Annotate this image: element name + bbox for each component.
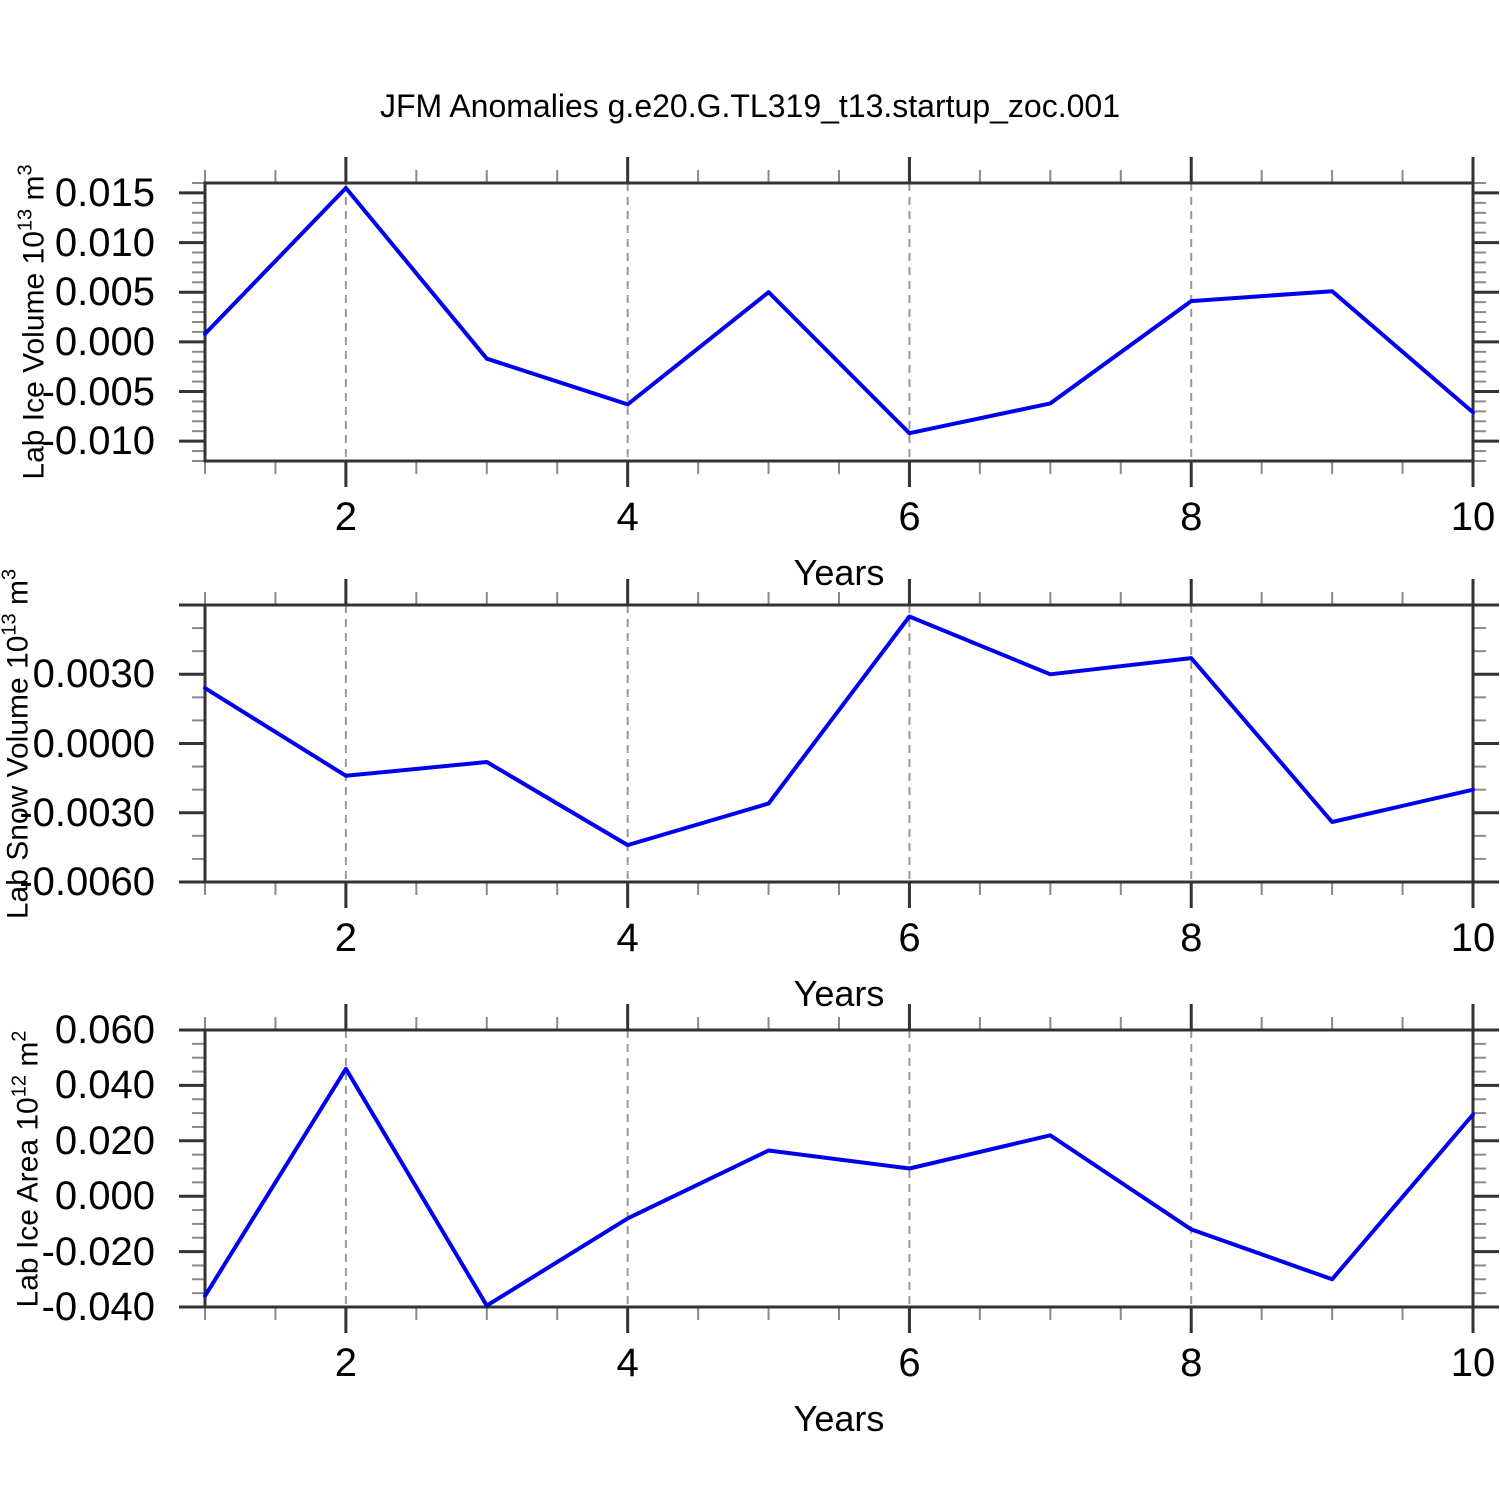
plot-svg — [179, 1004, 1499, 1333]
y-axis-title-text: m — [11, 1041, 45, 1075]
plot-frame — [203, 603, 1475, 884]
y-axis-title-superscript: 13 — [0, 612, 21, 636]
x-tick-label: 2 — [334, 916, 357, 960]
data-line — [203, 186, 1475, 436]
y-tick-label: 0.005 — [54, 270, 155, 315]
y-tick-label: -0.040 — [41, 1285, 155, 1329]
y-axis-title-superscript: 13 — [14, 208, 37, 232]
x-tick-label: 4 — [616, 495, 639, 539]
y-axis-title-superscript: 3 — [14, 164, 37, 176]
x-tick-label: 10 — [1450, 916, 1496, 960]
x-tick-label: 8 — [1180, 916, 1203, 960]
plot-svg — [179, 579, 1499, 908]
y-axis-title: Lab Ice Area 1012 m2 — [9, 1030, 48, 1307]
y-tick-label: 0.000 — [54, 319, 155, 364]
y-tick-label: 0.060 — [54, 1008, 155, 1052]
data-line — [203, 1066, 1475, 1308]
y-axis-title-text: m — [17, 175, 51, 209]
y-axis-title-text: Lab Snow Volume 10 — [1, 635, 35, 919]
data-line — [203, 614, 1475, 848]
x-tick-label: 6 — [898, 495, 921, 539]
y-tick-label: 0.0030 — [32, 652, 155, 697]
y-axis-title-superscript: 2 — [8, 1030, 31, 1042]
plot-svg — [179, 157, 1499, 487]
y-tick-label: 0.0000 — [32, 721, 155, 766]
x-tick-label: 6 — [898, 916, 921, 960]
y-axis-title-superscript: 3 — [0, 568, 21, 580]
y-axis-title-text: Lab Ice Volume 10 — [17, 231, 51, 480]
x-tick-label: 2 — [334, 1341, 357, 1385]
y-tick-label: 0.000 — [54, 1174, 155, 1219]
x-tick-label: 2 — [334, 495, 357, 539]
x-tick-label: 10 — [1450, 495, 1496, 539]
x-axis-title: Years — [793, 973, 885, 1014]
y-axis-title-text: Lab Ice Area 10 — [11, 1096, 45, 1307]
x-tick-label: 6 — [898, 1341, 921, 1385]
x-axis-title: Years — [793, 552, 885, 593]
y-tick-label: 0.020 — [54, 1118, 155, 1163]
y-tick-label: -0.020 — [41, 1229, 155, 1274]
y-tick-label: -0.010 — [41, 419, 155, 464]
y-tick-label: -0.0030 — [19, 790, 155, 835]
y-tick-label: 0.015 — [54, 170, 155, 215]
y-tick-label: 0.040 — [54, 1063, 155, 1108]
x-tick-label: 8 — [1180, 1341, 1203, 1385]
y-axis-title: Lab Ice Volume 1013 m3 — [15, 164, 54, 480]
y-tick-label: 0.010 — [54, 220, 155, 265]
x-tick-label: 4 — [616, 916, 639, 960]
plot-frame — [203, 181, 1475, 463]
y-tick-label: -0.0060 — [19, 860, 155, 904]
figure-title: JFM Anomalies g.e20.G.TL319_t13.startup_… — [380, 88, 1120, 124]
x-axis-title: Years — [793, 1398, 885, 1439]
x-tick-label: 8 — [1180, 495, 1203, 539]
y-axis-title-text: m — [1, 579, 35, 613]
plot-frame — [203, 1028, 1475, 1309]
x-tick-label: 10 — [1450, 1341, 1496, 1385]
x-tick-label: 4 — [616, 1341, 639, 1385]
y-axis-title: Lab Snow Volume 1013 m3 — [0, 568, 38, 919]
y-tick-label: -0.005 — [41, 369, 155, 414]
y-axis-title-superscript: 12 — [8, 1074, 31, 1097]
